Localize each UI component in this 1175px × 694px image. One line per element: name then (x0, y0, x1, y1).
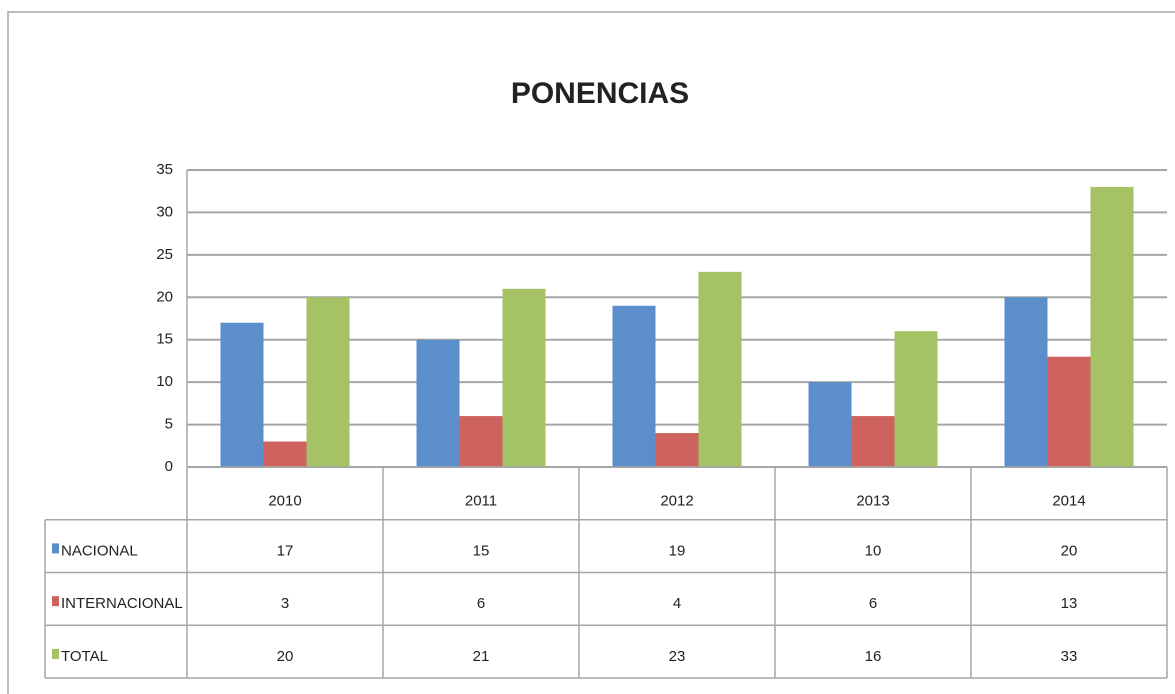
y-tick-label: 30 (156, 203, 173, 220)
table-cell: 19 (669, 542, 686, 559)
y-tick-label: 5 (165, 416, 173, 433)
y-tick-label: 25 (156, 246, 173, 263)
bar (612, 305, 656, 467)
bar (502, 288, 546, 467)
bar (808, 382, 852, 467)
x-tick-label: 2014 (1052, 492, 1085, 509)
bar (459, 416, 503, 467)
bar (1004, 297, 1048, 467)
table-cell: 3 (281, 595, 289, 612)
legend-key (52, 648, 59, 659)
bar (851, 416, 895, 467)
bar (306, 297, 350, 467)
table-cell: 21 (473, 648, 490, 665)
legend-label: TOTAL (61, 648, 108, 665)
chart-frame (7, 11, 1175, 694)
bar (1047, 356, 1091, 467)
x-tick-label: 2011 (465, 492, 497, 509)
table-cell: 20 (277, 648, 294, 665)
table-cell: 6 (477, 595, 485, 612)
bar (263, 441, 307, 467)
y-tick-label: 0 (165, 458, 173, 475)
x-tick-label: 2013 (856, 492, 889, 509)
legend-label: NACIONAL (61, 542, 138, 559)
x-tick-label: 2010 (268, 492, 301, 509)
table-cell: 10 (865, 542, 882, 559)
bar (416, 339, 460, 467)
table-cell: 6 (869, 595, 877, 612)
x-tick-label: 2012 (660, 492, 693, 509)
y-tick-label: 10 (156, 373, 173, 390)
y-tick-label: 20 (156, 288, 173, 305)
table-cell: 33 (1061, 648, 1078, 665)
bar (894, 331, 938, 467)
table-cell: 16 (865, 648, 882, 665)
table-cell: 13 (1061, 595, 1078, 612)
legend-label: INTERNACIONAL (61, 595, 183, 612)
legend-key (52, 543, 59, 554)
y-tick-label: 15 (156, 331, 173, 348)
bar (655, 433, 699, 467)
table-cell: 15 (473, 542, 490, 559)
bar (1090, 186, 1134, 467)
bar (220, 322, 264, 467)
table-cell: 4 (673, 595, 681, 612)
table-cell: 20 (1061, 542, 1078, 559)
table-cell: 17 (277, 542, 294, 559)
bar (698, 271, 742, 467)
legend-key (52, 596, 59, 607)
chart-title: PONENCIAS (511, 77, 689, 110)
table-cell: 23 (669, 648, 686, 665)
y-tick-label: 35 (156, 161, 173, 178)
